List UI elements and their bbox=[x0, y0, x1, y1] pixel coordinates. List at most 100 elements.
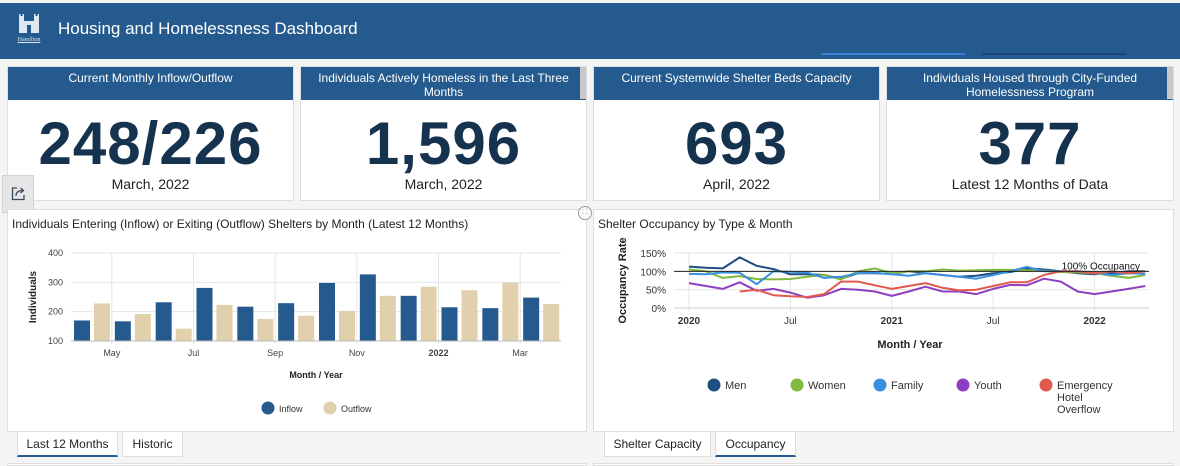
header-tab-indicator-2[interactable] bbox=[982, 53, 1126, 55]
y-tick-label: 300 bbox=[48, 277, 63, 287]
bar-outflow bbox=[461, 290, 478, 341]
card-title: Current Monthly Inflow/Outflow bbox=[8, 67, 293, 100]
card-value: 377 bbox=[978, 110, 1082, 177]
x-tick-label: 2021 bbox=[881, 316, 904, 327]
legend-label: Women bbox=[808, 380, 846, 392]
x-tick-label: Jul bbox=[987, 316, 1000, 327]
bar-outflow bbox=[339, 310, 355, 341]
panel-title: Individuals Entering (Inflow) or Exiting… bbox=[12, 217, 469, 231]
bar-outflow bbox=[216, 304, 233, 341]
inflow-outflow-bar-chart: 100 200 300 400 May Jul Sep Nov 2022 Mar Individua… bbox=[28, 248, 561, 415]
expand-button[interactable]: ⛶ bbox=[578, 206, 592, 220]
legend-marker-family bbox=[873, 378, 887, 392]
occupancy-panel: Shelter Occupancy by Type & Month 0% 50% 1… bbox=[593, 209, 1174, 432]
legend-marker-youth bbox=[956, 378, 970, 392]
bar-inflow bbox=[278, 303, 295, 341]
logo-text: Hamilton bbox=[17, 37, 41, 43]
card-subtitle: March, 2022 bbox=[111, 176, 190, 192]
bar-outflow bbox=[175, 328, 192, 341]
tab-historic[interactable]: Historic bbox=[122, 432, 183, 457]
bar-inflow bbox=[319, 282, 335, 341]
x-axis-label: Month / Year bbox=[877, 339, 943, 351]
y-tick-label: 400 bbox=[48, 248, 63, 258]
bar-outflow bbox=[379, 295, 396, 341]
bar-outflow bbox=[543, 304, 560, 341]
bar-outflow bbox=[298, 315, 315, 341]
bar-outflow bbox=[134, 314, 151, 341]
y-tick-label: 200 bbox=[48, 307, 63, 317]
bar-inflow bbox=[74, 320, 90, 341]
x-tick-label: Jul bbox=[784, 316, 797, 327]
legend-label-inflow: Inflow bbox=[279, 404, 303, 414]
kpi-card-shelter-capacity: Current Systemwide Shelter Beds Capacity… bbox=[593, 66, 880, 201]
card-title: Individuals Actively Homeless in the Las… bbox=[301, 67, 586, 100]
card-value: 1,596 bbox=[365, 110, 522, 177]
card-subtitle: March, 2022 bbox=[404, 176, 483, 192]
app-header: Hamilton Housing and Homelessness Dashbo… bbox=[0, 3, 1180, 59]
kpi-card-individuals-housed: Individuals Housed through City-Funded H… bbox=[886, 66, 1174, 201]
card-title-scrollbar[interactable] bbox=[1167, 67, 1173, 99]
reference-line-label: 100% Occupancy bbox=[1062, 261, 1140, 272]
x-tick-label: Mar bbox=[512, 348, 528, 358]
tab-occupancy[interactable]: Occupancy bbox=[715, 432, 796, 457]
y-axis-label: Occupancy Rate bbox=[617, 237, 629, 323]
card-title-scrollbar[interactable] bbox=[580, 67, 586, 99]
legend-label: Men bbox=[725, 380, 746, 392]
city-logo-icon[interactable]: Hamilton bbox=[12, 13, 46, 47]
x-tick-label: Nov bbox=[349, 348, 366, 358]
card-subtitle: April, 2022 bbox=[703, 176, 770, 192]
legend-marker-women bbox=[790, 378, 804, 392]
y-tick-label: 100% bbox=[640, 267, 666, 278]
x-axis-label: Month / Year bbox=[289, 370, 343, 380]
panel-title: Shelter Occupancy by Type & Month bbox=[598, 217, 793, 231]
line-series-youth bbox=[688, 277, 1146, 299]
legend-label: Overflow bbox=[1057, 404, 1100, 416]
card-value: 693 bbox=[684, 110, 789, 177]
bar-outflow bbox=[502, 282, 519, 341]
x-tick-label: 2022 bbox=[1083, 316, 1106, 327]
y-tick-label: 100 bbox=[48, 336, 63, 346]
bar-inflow bbox=[237, 306, 254, 341]
y-axis-label: Individuals bbox=[28, 270, 39, 323]
card-title: Individuals Housed through City-Funded H… bbox=[887, 67, 1173, 100]
tab-last-12-months[interactable]: Last 12 Months bbox=[17, 432, 118, 457]
y-tick-label: 50% bbox=[646, 286, 666, 297]
castle-icon bbox=[19, 14, 39, 33]
x-tick-label: Sep bbox=[267, 348, 283, 358]
legend-marker-outflow bbox=[323, 401, 337, 415]
inflow-outflow-panel: Individuals Entering (Inflow) or Exiting… bbox=[7, 209, 587, 432]
bar-inflow bbox=[155, 302, 172, 341]
bar-outflow bbox=[94, 303, 110, 341]
x-tick-label: 2022 bbox=[428, 348, 448, 358]
y-tick-label: 0% bbox=[652, 304, 667, 315]
occupancy-line-chart: 0% 50% 100% 150% 2020 Jul 2021 Jul 2022 100% Occu… bbox=[617, 237, 1149, 416]
legend-label: Youth bbox=[974, 380, 1002, 392]
x-tick-label: May bbox=[103, 348, 121, 358]
tab-shelter-capacity[interactable]: Shelter Capacity bbox=[604, 432, 711, 457]
x-tick-label: Jul bbox=[188, 348, 200, 358]
legend-label: Hotel bbox=[1057, 392, 1083, 404]
kpi-card-inflow-outflow: Current Monthly Inflow/Outflow 248/226 M… bbox=[7, 66, 294, 201]
x-tick-label: 2020 bbox=[678, 316, 701, 327]
share-icon bbox=[11, 187, 25, 201]
expand-icon: ⛶ bbox=[582, 209, 588, 216]
header-tab-indicator-1[interactable] bbox=[821, 53, 965, 55]
bar-outflow bbox=[257, 319, 274, 341]
card-title: Current Systemwide Shelter Beds Capacity bbox=[594, 67, 879, 100]
bar-inflow bbox=[441, 307, 458, 341]
legend-label-outflow: Outflow bbox=[341, 404, 372, 414]
bar-inflow bbox=[482, 308, 499, 341]
bar-inflow bbox=[114, 321, 131, 341]
y-tick-label: 150% bbox=[640, 249, 666, 260]
legend-marker-men bbox=[707, 378, 721, 392]
share-button[interactable] bbox=[2, 175, 34, 213]
bar-inflow bbox=[523, 297, 540, 341]
bar-outflow bbox=[420, 286, 437, 341]
page-title: Housing and Homelessness Dashboard bbox=[58, 19, 358, 38]
card-value: 248/226 bbox=[38, 110, 263, 177]
bar-inflow bbox=[400, 295, 417, 341]
legend-marker-emergency-hotel-overflow bbox=[1039, 378, 1053, 392]
legend-label: Emergency bbox=[1057, 380, 1113, 392]
card-subtitle: Latest 12 Months of Data bbox=[951, 176, 1109, 192]
kpi-card-actively-homeless: Individuals Actively Homeless in the Las… bbox=[300, 66, 587, 201]
